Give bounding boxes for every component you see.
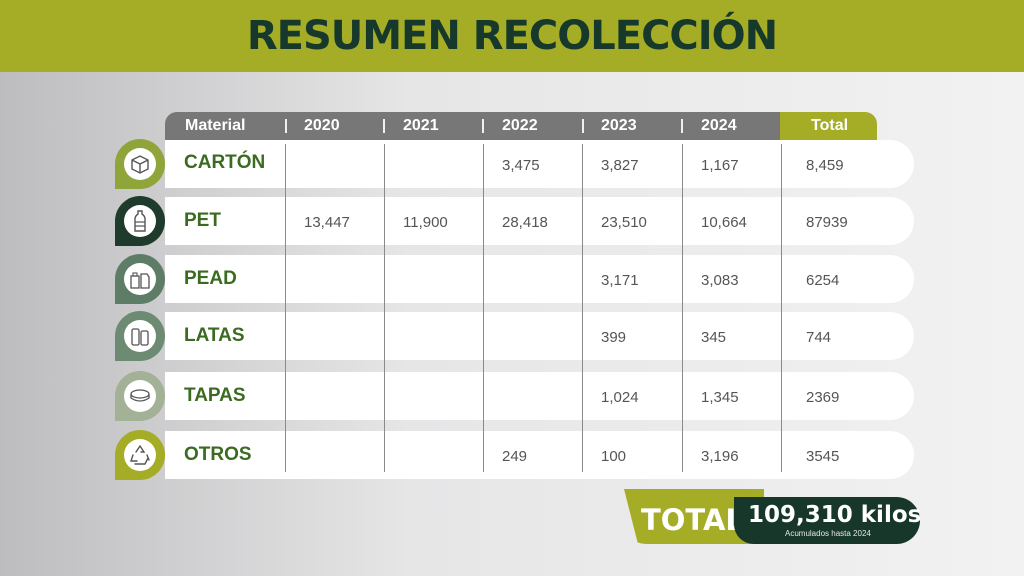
cell-otros-2024: 3,196 (701, 448, 739, 465)
header-separator (482, 119, 484, 133)
cell-carton-2023: 3,827 (601, 157, 639, 174)
cell-latas-total: 744 (806, 329, 832, 346)
column-divider (582, 144, 583, 472)
table-row (165, 431, 914, 479)
header-separator (582, 119, 584, 133)
recycle-icon (124, 439, 156, 471)
material-carton: CARTÓN (184, 152, 266, 173)
cell-pet-2022: 28,418 (502, 214, 548, 231)
cell-pead-total: 6254 (806, 272, 840, 289)
total-note: Acumulados hasta 2024 (785, 529, 871, 538)
bottle-icon (124, 205, 156, 237)
table-row (165, 255, 914, 303)
cell-pead-2023: 3,171 (601, 272, 639, 289)
containers-icon (124, 263, 156, 295)
cell-pet-2020: 13,447 (304, 214, 350, 231)
cell-otros-total: 3545 (806, 448, 840, 465)
cell-pet-total: 87939 (806, 214, 848, 231)
cell-pet-2024: 10,664 (701, 214, 747, 231)
badge-tapas (115, 371, 165, 421)
cell-carton-2024: 1,167 (701, 157, 739, 174)
table-row (165, 197, 914, 245)
material-pet: PET (184, 210, 221, 231)
material-otros: OTROS (184, 444, 252, 465)
table-row (165, 140, 914, 188)
column-divider (483, 144, 484, 472)
column-divider (285, 144, 286, 472)
cell-tapas-total: 2369 (806, 389, 840, 406)
total-value: 109,310 kilos (748, 502, 922, 528)
header-2022: 2022 (502, 117, 538, 134)
header-material: Material (185, 117, 246, 134)
header-2021: 2021 (403, 117, 439, 134)
page-title: RESUMEN RECOLECCIÓN (246, 13, 778, 59)
header-2024: 2024 (701, 117, 737, 134)
cell-pet-2023: 23,510 (601, 214, 647, 231)
badge-pet (115, 196, 165, 246)
cell-tapas-2023: 1,024 (601, 389, 639, 406)
box-icon (124, 148, 156, 180)
cap-icon (124, 380, 156, 412)
header-2020: 2020 (304, 117, 340, 134)
cell-otros-2023: 100 (601, 448, 627, 465)
header-separator (285, 119, 287, 133)
material-latas: LATAS (184, 325, 245, 346)
cell-latas-2024: 345 (701, 329, 727, 346)
header-separator (383, 119, 385, 133)
column-divider (781, 144, 782, 472)
badge-otros (115, 430, 165, 480)
material-pead: PEAD (184, 268, 237, 289)
cell-carton-2022: 3,475 (502, 157, 540, 174)
cell-pead-2024: 3,083 (701, 272, 739, 289)
cell-otros-2022: 249 (502, 448, 528, 465)
header-separator (681, 119, 683, 133)
cell-tapas-2024: 1,345 (701, 389, 739, 406)
title-band: RESUMEN RECOLECCIÓN (0, 0, 1024, 72)
header-2023: 2023 (601, 117, 637, 134)
cell-carton-total: 8,459 (806, 157, 844, 174)
cell-latas-2023: 399 (601, 329, 627, 346)
column-divider (384, 144, 385, 472)
table-header (165, 112, 780, 140)
badge-carton (115, 139, 165, 189)
cans-icon (124, 320, 156, 352)
header-total: Total (811, 117, 849, 134)
material-tapas: TAPAS (184, 385, 246, 406)
total-value-box (734, 497, 920, 544)
table-row (165, 312, 914, 360)
table-header-total (780, 112, 877, 140)
column-divider (682, 144, 683, 472)
badge-latas (115, 311, 165, 361)
cell-pet-2021: 11,900 (403, 214, 448, 231)
table-row (165, 372, 914, 420)
total-label: TOTAL (641, 503, 744, 537)
badge-pead (115, 254, 165, 304)
